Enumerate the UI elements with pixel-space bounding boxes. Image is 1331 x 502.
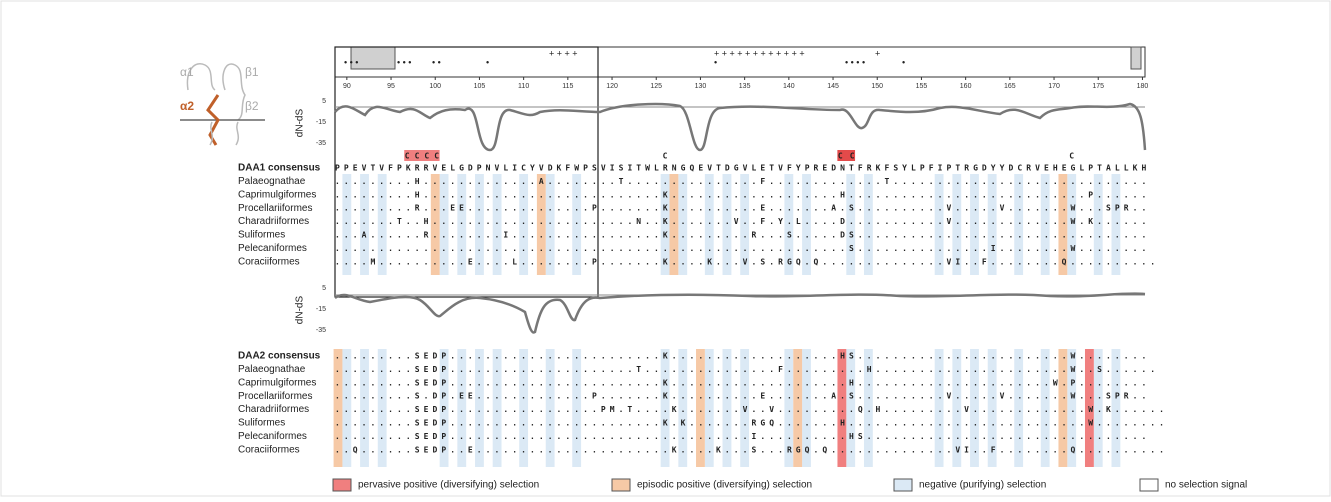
tick-label: 90: [343, 83, 351, 90]
tick-label: 160: [960, 83, 972, 90]
tick-label: 115: [562, 83, 573, 90]
taxon-label: Caprimulgiformes: [238, 189, 316, 200]
legend-swatch: [1140, 479, 1158, 491]
tick-label: 95: [387, 83, 395, 90]
legend-label: episodic positive (diversifying) selecti…: [637, 480, 812, 491]
legend-swatch: [612, 479, 630, 491]
taxon-label: Charadriiformes: [238, 404, 309, 415]
codon-mark: C: [663, 152, 668, 161]
legend-swatch: [894, 479, 912, 491]
taxon-label: Procellariiformes: [238, 203, 312, 214]
region-box: [1131, 47, 1141, 69]
tick-label: 120: [606, 83, 618, 90]
y-axis-label: dN-dS: [295, 296, 306, 325]
svg-text:+ + + +: + + + +: [549, 48, 578, 58]
codon-mark: C: [1069, 152, 1074, 161]
svg-text:+ + + + + + + + + + + +: + + + + + + + + + + + +: [714, 48, 805, 58]
y-tick-label: -15: [316, 306, 326, 313]
svg-text:•: •: [902, 57, 905, 67]
tick-label: 150: [871, 83, 883, 90]
structure-label: α1: [180, 65, 194, 79]
tick-label: 100: [429, 83, 441, 90]
svg-text:• • • •: • • • •: [845, 57, 865, 67]
tick-label: 170: [1048, 83, 1060, 90]
svg-text:• • •: • • •: [397, 57, 411, 67]
taxon-label: Coraciiformes: [238, 444, 300, 455]
taxon-label: Pelecaniformes: [238, 431, 307, 442]
taxon-label: Charadriiformes: [238, 216, 309, 227]
tick-label: 165: [1004, 83, 1016, 90]
taxon-label: Procellariiformes: [238, 391, 312, 402]
taxon-label: Coraciiformes: [238, 256, 300, 267]
legend-label: negative (purifying) selection: [919, 480, 1046, 491]
tick-label: 145: [827, 83, 839, 90]
y-axis-label: dN-dS: [295, 109, 306, 138]
svg-text:•: •: [486, 57, 489, 67]
taxon-label: Suliformes: [238, 230, 285, 241]
structure-label: β2: [245, 99, 259, 113]
y-tick-label: 5: [322, 285, 326, 292]
tick-label: 125: [650, 83, 662, 90]
consensus-label: DAA1 consensus: [238, 163, 321, 174]
tick-label: 105: [474, 83, 486, 90]
structure-label: α2: [180, 99, 194, 113]
taxon-label: Suliformes: [238, 418, 285, 429]
taxon-label: Caprimulgiformes: [238, 377, 316, 388]
legend-swatch: [333, 479, 351, 491]
legend-label: no selection signal: [1165, 480, 1247, 491]
tick-label: 175: [1092, 83, 1104, 90]
y-tick-label: 5: [322, 98, 326, 105]
svg-text:• • •: • • •: [344, 57, 358, 67]
y-tick-label: -35: [316, 327, 326, 334]
y-tick-label: -35: [316, 140, 326, 147]
tick-label: 130: [695, 83, 707, 90]
taxon-label: Palaeognathae: [238, 364, 306, 375]
legend-label: pervasive positive (diversifying) select…: [358, 480, 539, 491]
y-tick-label: -15: [316, 119, 326, 126]
tick-label: 155: [916, 83, 928, 90]
svg-text:• •: • •: [432, 57, 441, 67]
svg-text:+: +: [875, 48, 880, 58]
tick-label: 110: [518, 83, 529, 90]
consensus-label: DAA2 consensus: [238, 351, 321, 362]
tick-label: 140: [783, 83, 795, 90]
taxon-label: Pelecaniformes: [238, 243, 307, 254]
taxon-label: Palaeognathae: [238, 176, 306, 187]
tick-label: 135: [739, 83, 751, 90]
tick-label: 180: [1137, 83, 1149, 90]
svg-text:•: •: [714, 57, 717, 67]
figure: α1 β1 α2 β2 • • • • • • • • • + + + + + + +…: [0, 0, 1331, 497]
structure-label: β1: [245, 65, 259, 79]
